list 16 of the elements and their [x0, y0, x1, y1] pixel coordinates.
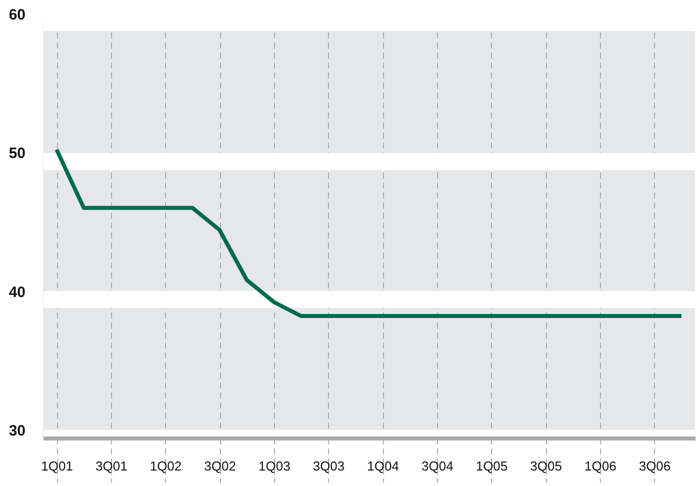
x-tick-label: 3Q05: [530, 458, 562, 474]
y-tick-label: 30: [8, 422, 26, 440]
x-tick-label: 1Q04: [367, 458, 399, 474]
x-tick-label: 3Q06: [638, 458, 671, 474]
x-tick-label: 1Q03: [258, 458, 290, 474]
y-tick-label: 60: [8, 6, 26, 24]
x-tick-label: 3Q02: [204, 458, 236, 474]
x-tick-label: 1Q06: [584, 458, 616, 474]
x-tick-label: 1Q01: [41, 458, 73, 474]
y-tick-label: 40: [8, 284, 26, 301]
x-tick-label: 3Q04: [422, 458, 454, 474]
x-tick-label: 1Q05: [476, 458, 508, 474]
x-tick-label: 3Q01: [96, 458, 128, 474]
x-tick-label: 1Q02: [150, 458, 182, 474]
y-tick-label: 50: [8, 145, 26, 162]
x-tick-label: 3Q03: [312, 458, 345, 474]
